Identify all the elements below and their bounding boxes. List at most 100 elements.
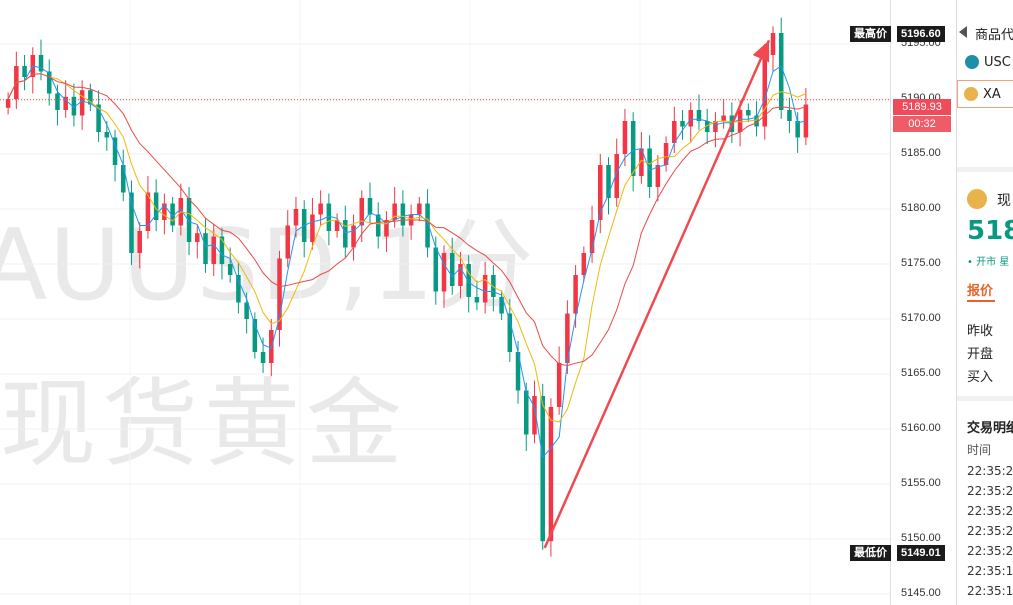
axis-tick-label: 5160.00 [901, 422, 941, 434]
trade-time-6: 22:35:1 [967, 564, 1013, 578]
candle-body [713, 121, 718, 132]
candle-body [548, 407, 554, 542]
candle-body [145, 192, 151, 231]
candle-body [195, 233, 200, 242]
candle-body [581, 253, 587, 275]
axis-tick-label: 5180.00 [901, 202, 941, 214]
usd-coin-icon [965, 55, 979, 69]
candle-body [540, 396, 545, 542]
candle-body [400, 203, 406, 226]
sidebar-header: 商品代 [975, 28, 1013, 43]
tab-quote[interactable]: 报价 [967, 284, 994, 299]
candle-body [351, 225, 356, 248]
candle-body [244, 302, 249, 319]
candle-body [680, 121, 685, 127]
candle-body [22, 66, 27, 77]
time-header: 时间 [967, 443, 992, 457]
candle-body [227, 264, 233, 275]
candle-body [721, 115, 726, 121]
bid-label: 买入 [967, 370, 994, 385]
candle-body [359, 198, 365, 226]
divider [957, 167, 1013, 172]
candle-body [523, 390, 529, 435]
current-price-tag: 5189.93 [893, 99, 951, 115]
candle-body [639, 148, 644, 176]
candle-body [515, 352, 521, 391]
candle-body [203, 233, 208, 264]
candle-body [71, 96, 77, 116]
tab-underline [967, 300, 995, 302]
candle-body [120, 165, 126, 193]
trade-time-1: 22:35:2 [967, 464, 1013, 478]
candle-body [211, 236, 216, 264]
candle-body [104, 132, 110, 138]
candle-body [458, 264, 463, 286]
candle-body [260, 352, 266, 363]
candle-body [565, 313, 570, 363]
quote-label: 现 [997, 193, 1011, 209]
ma-mid-line [7, 73, 807, 423]
watchlist-item-1[interactable]: USC [984, 55, 1011, 70]
candle-body [614, 154, 619, 198]
candle-body [137, 231, 142, 253]
candle-body [375, 214, 381, 237]
candle-body [441, 253, 447, 292]
candle-body [449, 253, 455, 286]
candle-body [754, 115, 759, 127]
candle-body [770, 33, 776, 55]
candle-body [79, 90, 85, 116]
trade-time-7: 22:35:1 [967, 584, 1013, 598]
candle-body [55, 93, 60, 110]
candle-body [688, 110, 694, 127]
trade-time-5: 22:35:2 [967, 544, 1013, 558]
ma-slow-line [7, 73, 807, 367]
candle-body [482, 275, 488, 303]
candle-body [630, 121, 636, 176]
collapse-icon[interactable] [959, 26, 967, 38]
axis-tick-label: 5165.00 [901, 367, 941, 379]
candle-body [334, 220, 340, 231]
candle-body [737, 110, 743, 132]
candle-body [746, 110, 751, 116]
watchlist-item-2[interactable]: XA [983, 87, 1001, 102]
candle-body [384, 220, 389, 237]
candle-body [622, 121, 628, 154]
chart-area[interactable]: AUUSD,1分 现货黄金 [0, 0, 890, 605]
market-status: • 开市 星 [967, 257, 1010, 268]
candle-body [663, 143, 669, 165]
trades-title: 交易明细 [967, 421, 1013, 436]
candle-body [129, 192, 134, 253]
candle-body [310, 214, 315, 242]
low-value-tag: 5149.01 [897, 545, 945, 561]
candle-body [425, 203, 430, 248]
axis-tick-label: 5175.00 [901, 257, 941, 269]
candle-body [236, 275, 241, 303]
gold-icon [964, 87, 978, 101]
candlestick-chart[interactable] [0, 0, 890, 605]
candle-body [647, 148, 652, 187]
candle-body [277, 258, 282, 330]
watchlist-item-2-selected[interactable] [957, 80, 1013, 108]
sidebar-panel: 商品代 USC XA 现 518 • 开市 星 报价 昨收 开盘 买入 交易明细… [956, 0, 1013, 605]
low-label-tag: 最低价 [850, 545, 891, 561]
candle-body [589, 220, 595, 253]
price-axis[interactable]: 5195.00 5190.00 5185.00 5180.00 5175.00 5170.… [890, 0, 954, 605]
candle-body [474, 297, 480, 303]
prev-close-label: 昨收 [967, 324, 994, 339]
candle-body [293, 209, 299, 226]
candle-body [556, 363, 562, 407]
candle-body [318, 203, 323, 215]
open-label: 开盘 [967, 347, 994, 362]
candle-body [112, 137, 118, 165]
trend-arrow-line [543, 39, 771, 549]
candle-body [367, 198, 373, 215]
candle-body [417, 203, 422, 215]
axis-tick-label: 5145.00 [901, 587, 941, 599]
high-label-tag: 最高价 [850, 26, 891, 42]
candle-body [343, 220, 348, 248]
high-value-tag: 5196.60 [897, 26, 945, 42]
candle-body [219, 236, 225, 264]
trade-time-2: 22:35:2 [967, 484, 1013, 498]
candle-body [466, 264, 471, 297]
ma-fast-line [7, 65, 807, 459]
